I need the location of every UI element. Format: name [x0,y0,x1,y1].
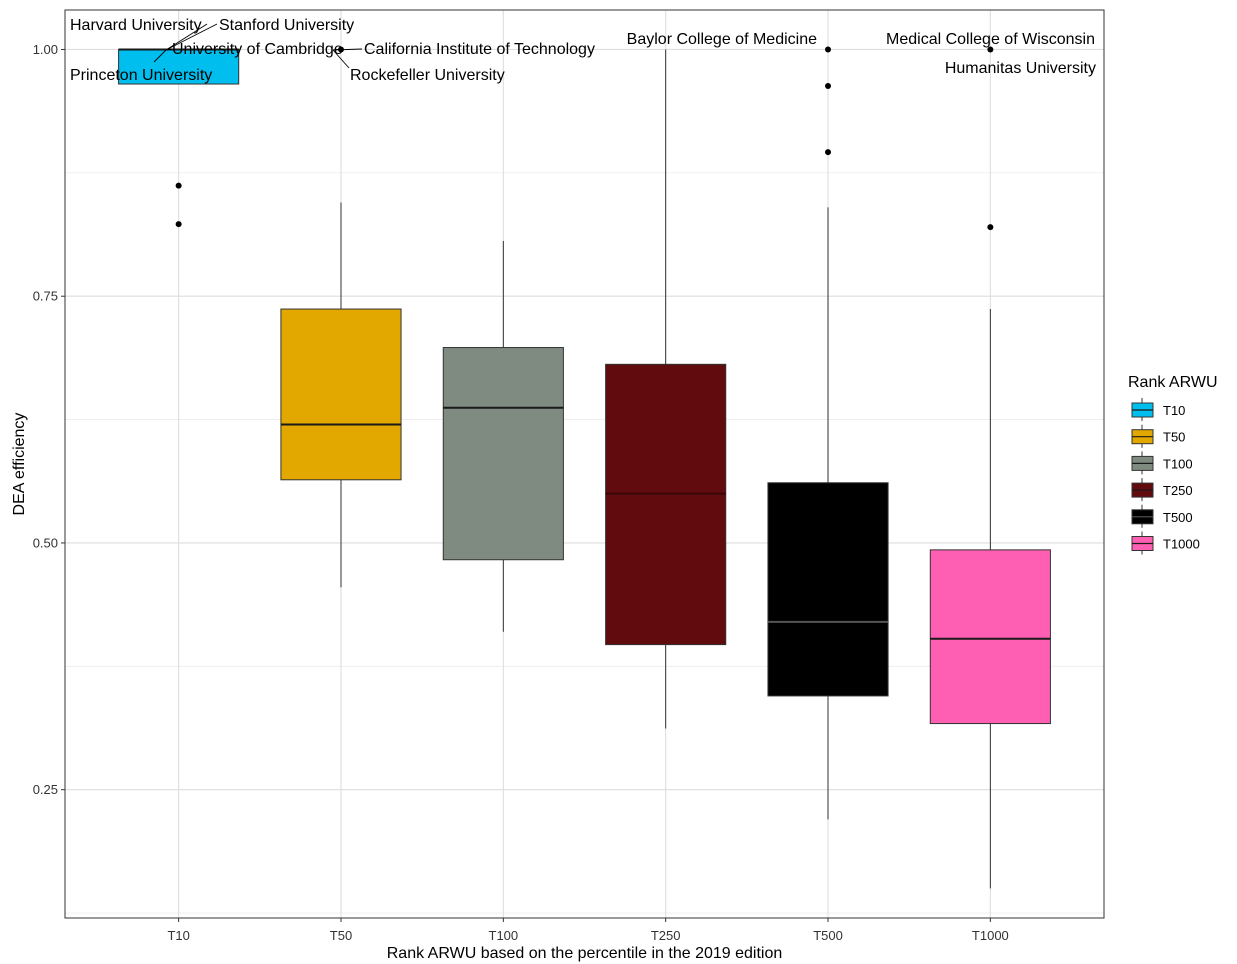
legend-item-T10: T10 [1131,398,1185,421]
x-axis: T10 T50 T100 T250 T500 T1000 [167,918,1009,943]
outlier-point [987,224,994,231]
legend-label: T100 [1163,456,1193,471]
outlier-point [825,82,832,89]
annotations: Harvard University Stanford University Uni… [70,17,1096,84]
annotation-label: Medical College of Wisconsin [886,31,1095,48]
annotation-leader-line [332,48,363,51]
annotation-leader-line [332,49,350,69]
annotation-label: Harvard University [70,17,202,34]
box-rect [118,48,240,85]
legend-title: Rank ARWU [1128,374,1218,391]
annotation-leader-line [165,23,218,51]
y-axis-title: DEA efficiency [11,413,28,516]
annotation-leader-line [165,23,208,51]
box-rect [442,347,564,561]
x-tick-label: T500 [813,928,843,943]
legend-label: T10 [1163,403,1185,418]
grid-lines [65,10,1104,918]
box-T10 [118,48,240,228]
annotation-leader-line [153,49,167,63]
legend-item-T100: T100 [1131,451,1193,475]
boxes [118,46,1051,889]
box-T50 [280,46,402,588]
panel-border [64,9,1105,919]
annotation-leader-line [165,48,173,51]
box-T100 [442,240,564,632]
box-rect [767,482,889,697]
annotation-label: Princeton University [70,67,212,84]
outlier-point [175,182,182,189]
legend-item-T500: T500 [1131,504,1193,528]
y-tick-label: 0.50 [33,535,58,550]
legend-label: T250 [1163,483,1193,498]
outlier-point [987,46,994,53]
y-axis: 0.25 0.50 0.75 1.00 [33,42,65,797]
legend-label: T1000 [1163,537,1200,552]
box-T250 [605,49,727,729]
annotation-label: California Institute of Technology [364,41,595,58]
x-tick-label: T10 [167,928,189,943]
annotation-label: Rockefeller University [350,67,505,84]
x-tick-label: T50 [330,928,352,943]
box-rect [280,308,402,481]
box-rect [605,363,727,646]
legend-item-T1000: T1000 [1131,531,1200,555]
box-rect [929,549,1051,725]
box-T500 [767,46,889,820]
outlier-point [825,149,832,156]
box-T1000 [929,46,1051,889]
legend-label: T500 [1163,510,1193,525]
y-tick-label: 0.75 [33,289,58,304]
outlier-point [825,46,832,53]
legend-item-T50: T50 [1131,424,1185,448]
x-tick-label: T100 [489,928,519,943]
outlier-point [175,221,182,228]
annotation-label: Baylor College of Medicine [627,31,817,48]
y-tick-label: 1.00 [33,42,58,57]
y-tick-label: 0.25 [33,782,58,797]
annotation-label: University of Cambridge [172,41,343,58]
annotation-label: Stanford University [219,17,354,34]
legend-label: T50 [1163,430,1185,445]
x-tick-label: T1000 [972,928,1009,943]
x-axis-title: Rank ARWU based on the percentile in the… [387,945,783,962]
legend-item-T250: T250 [1131,478,1193,502]
legend: Rank ARWU T10 T50 T100 T250 T500 T1000 [1128,374,1218,555]
x-tick-label: T250 [651,928,681,943]
annotation-label: Humanitas University [945,60,1096,77]
